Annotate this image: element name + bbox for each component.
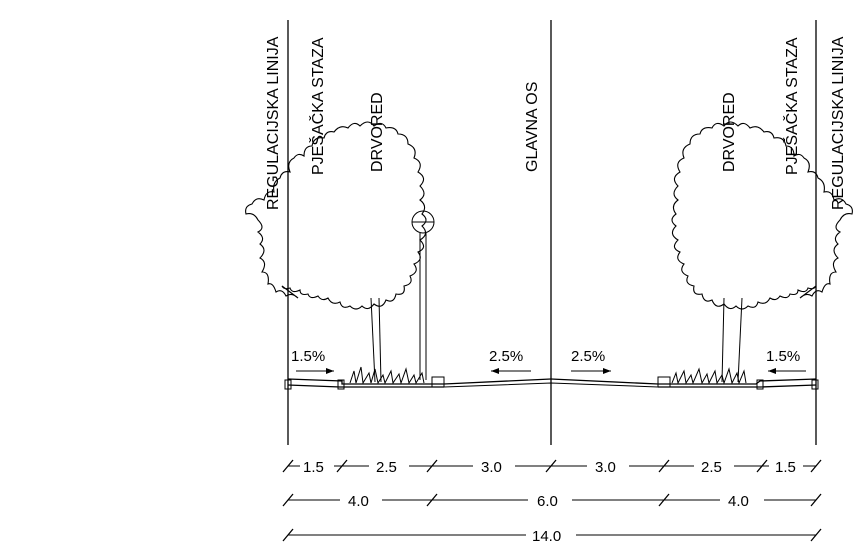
grass-left [349, 366, 425, 385]
tree-canopy-left [245, 121, 427, 310]
road-surface-right [550, 378, 817, 385]
dim-footpath-left: 1.5 [303, 459, 324, 476]
grass-right [671, 367, 747, 385]
curb-left-road [431, 376, 445, 388]
curb-right-inner [756, 379, 764, 390]
dim-tree-row-right: 2.5 [701, 459, 722, 476]
slope-arrow-footpath-right [768, 368, 806, 374]
street-lamp [411, 210, 435, 380]
carriageway-bottom [443, 382, 659, 388]
tree-trunk-left [370, 297, 376, 383]
curb-right-outer [811, 379, 819, 390]
dim-total: 14.0 [532, 528, 561, 545]
dimension-row-2: 4.0 6.0 4.0 [282, 490, 822, 510]
label-regulation-line-right: REGULACIJSKA LINIJA [830, 36, 847, 210]
slope-footpath-right: 1.5% [766, 348, 800, 365]
dim-side-right: 4.0 [728, 493, 749, 510]
dim-side-left: 4.0 [348, 493, 369, 510]
dim-lane-right: 3.0 [595, 459, 616, 476]
label-footpath-left: PJEŠAČKA STAZA [308, 37, 327, 175]
label-regulation-line-left: REGULACIJSKA LINIJA [265, 36, 282, 210]
label-tree-row-right: DRVORED [721, 92, 738, 172]
tree-left [245, 121, 427, 383]
slope-arrow-carriageway-left [491, 368, 531, 374]
road-surface-left-bottom [287, 384, 444, 388]
label-main-axis: GLAVNA OS [524, 82, 541, 172]
slope-arrow-footpath-left [296, 368, 334, 374]
slope-arrow-carriageway-right [571, 368, 611, 374]
curb-right-road [657, 376, 671, 388]
tree-trunk-right-2 [737, 297, 743, 383]
dim-lane-left: 3.0 [481, 459, 502, 476]
tree-canopy-right [671, 121, 853, 310]
dim-carriageway: 6.0 [537, 493, 558, 510]
curb-left-inner [337, 379, 345, 390]
curb-left-outer [284, 379, 292, 390]
tree-trunk-right [721, 297, 725, 383]
tree-trunk-left-2 [378, 297, 382, 383]
slope-carriageway-right: 2.5% [571, 348, 605, 365]
label-footpath-right: PJEŠAČKA STAZA [782, 37, 801, 175]
road-surface-right-bottom [658, 384, 817, 388]
road-profile [284, 366, 819, 390]
dim-footpath-right: 1.5 [775, 459, 796, 476]
dimension-row-1: 1.5 2.5 3.0 3.0 2.5 1.5 [282, 456, 822, 476]
tree-right [671, 121, 853, 383]
dimension-row-3: 14.0 [282, 525, 822, 545]
slope-carriageway-left: 2.5% [489, 348, 523, 365]
label-tree-row-left: DRVORED [369, 92, 386, 172]
slope-footpath-left: 1.5% [291, 348, 325, 365]
dim-tree-row-left: 2.5 [376, 459, 397, 476]
